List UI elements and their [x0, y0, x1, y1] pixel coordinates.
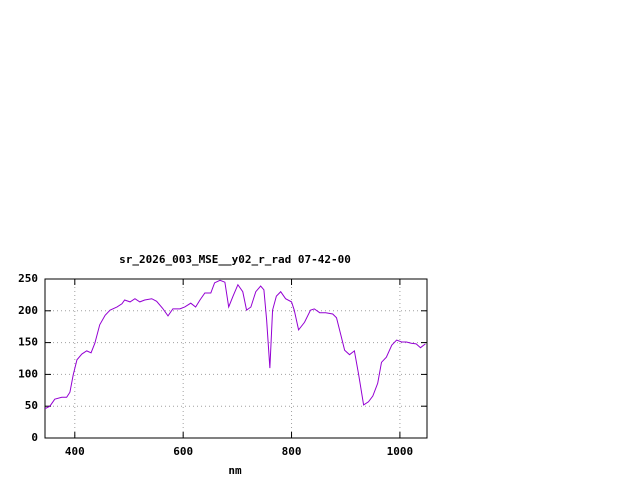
y-tick-label: 250	[18, 272, 38, 285]
data-line	[44, 279, 426, 410]
y-tick-label: 150	[18, 336, 38, 349]
x-tick-label: 400	[65, 445, 85, 458]
y-tick-label: 50	[25, 399, 38, 412]
y-tick-label: 200	[18, 304, 38, 317]
x-tick-label: 1000	[387, 445, 414, 458]
y-tick-label: 100	[18, 367, 38, 380]
x-tick-label: 600	[173, 445, 193, 458]
chart-title: sr_2026_003_MSE__y02_r_rad 07-42-00	[119, 253, 351, 266]
x-axis-label: nm	[228, 464, 242, 477]
y-tick-label: 0	[31, 431, 38, 444]
x-tick-label: 800	[282, 445, 302, 458]
plot-frame	[44, 278, 428, 439]
